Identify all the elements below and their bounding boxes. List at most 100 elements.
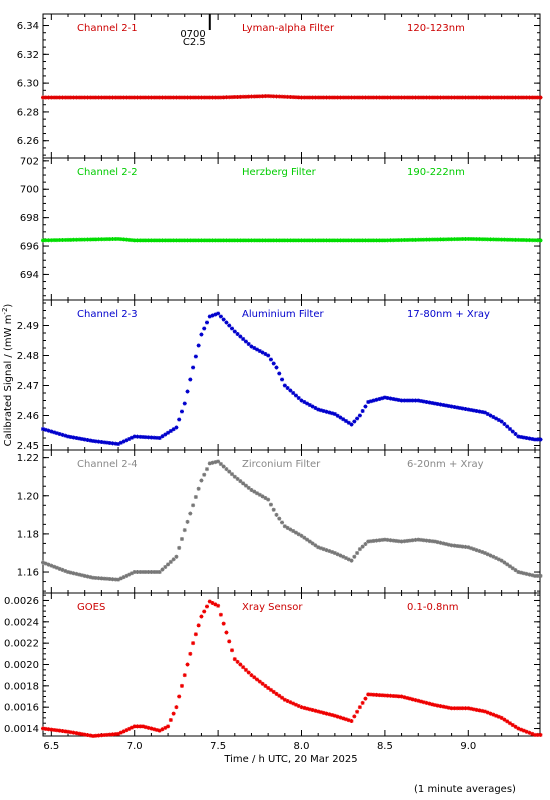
x-tick-label: 6.5	[43, 741, 59, 752]
data-point	[146, 725, 151, 730]
data-point	[330, 411, 335, 416]
data-point	[177, 238, 182, 243]
data-point	[513, 724, 518, 729]
data-point	[232, 474, 237, 479]
data-point	[510, 429, 515, 434]
data-point	[249, 488, 254, 493]
y-axis-label-sup: -2	[1, 308, 9, 315]
data-point	[463, 236, 468, 241]
data-point	[455, 706, 460, 711]
data-point	[129, 238, 134, 243]
data-point	[193, 238, 198, 243]
data-point	[382, 238, 387, 243]
data-point	[263, 94, 268, 99]
data-point	[388, 95, 393, 100]
data-point	[235, 238, 240, 243]
data-point	[330, 550, 335, 555]
data-point	[293, 393, 298, 398]
data-point	[216, 95, 221, 100]
data-point	[218, 238, 223, 243]
data-point	[252, 489, 257, 494]
data-point	[494, 237, 499, 242]
data-point	[107, 441, 112, 445]
data-point	[66, 729, 71, 734]
data-point	[207, 95, 212, 100]
data-point	[41, 427, 45, 431]
data-point	[413, 398, 418, 403]
data-point	[127, 572, 132, 577]
data-point	[494, 95, 499, 100]
data-point	[166, 562, 171, 567]
data-point	[43, 95, 48, 100]
data-point	[368, 539, 373, 544]
data-point	[491, 95, 496, 100]
data-point	[138, 724, 143, 729]
y-tick-label: 1.18	[17, 529, 39, 540]
data-point	[85, 237, 90, 242]
data-point	[474, 95, 479, 100]
data-point	[477, 95, 482, 100]
data-point	[168, 717, 173, 722]
data-point	[449, 404, 454, 409]
data-point	[224, 630, 229, 635]
data-point	[191, 365, 196, 370]
data-point	[260, 494, 265, 499]
data-point	[46, 238, 51, 243]
data-point	[241, 94, 246, 99]
data-point	[341, 716, 346, 721]
data-point	[204, 604, 209, 609]
y-tick-label: 0.0018	[4, 681, 39, 692]
data-point	[307, 403, 312, 407]
data-point	[93, 95, 98, 100]
data-point	[457, 406, 462, 410]
data-point	[413, 698, 418, 703]
data-point	[496, 557, 501, 562]
data-point	[182, 528, 187, 533]
y-tick-label: 6.34	[17, 21, 39, 32]
data-point	[535, 95, 540, 100]
data-point	[238, 238, 243, 243]
data-point	[43, 726, 48, 731]
data-point	[460, 406, 465, 411]
data-point	[343, 556, 348, 561]
data-point	[385, 95, 390, 100]
data-point	[227, 238, 232, 243]
data-point	[324, 95, 329, 100]
data-point	[224, 95, 229, 100]
data-point	[160, 567, 165, 572]
data-point	[291, 238, 296, 243]
data-point	[168, 559, 173, 564]
data-point	[449, 237, 454, 242]
data-point	[455, 95, 460, 100]
data-point	[510, 237, 515, 242]
data-point	[135, 238, 140, 243]
data-point	[129, 95, 134, 100]
data-point	[402, 95, 407, 100]
data-point	[96, 95, 101, 100]
data-point	[132, 570, 137, 575]
data-point	[338, 415, 343, 420]
data-point	[507, 427, 512, 431]
data-point	[221, 621, 226, 626]
data-point	[52, 564, 57, 569]
data-point	[452, 706, 457, 711]
data-point	[85, 574, 90, 579]
data-point	[527, 95, 532, 100]
data-point	[46, 95, 51, 100]
data-point	[149, 238, 154, 243]
data-point	[332, 238, 337, 243]
data-point	[480, 95, 485, 100]
panel-3: 2.45 2.46 2.47 2.48 2.49 Channel 2-3 Aluminium…	[17, 299, 543, 452]
data-point	[177, 417, 182, 422]
data-point	[305, 401, 310, 406]
data-point	[246, 94, 251, 99]
data-point	[291, 529, 296, 534]
data-point	[149, 95, 154, 100]
data-point	[535, 238, 540, 243]
data-point	[132, 724, 137, 729]
data-point	[127, 437, 132, 441]
data-point	[57, 728, 62, 733]
data-point	[302, 535, 307, 540]
data-point	[52, 238, 57, 243]
y-tick-label: 6.26	[17, 136, 39, 147]
